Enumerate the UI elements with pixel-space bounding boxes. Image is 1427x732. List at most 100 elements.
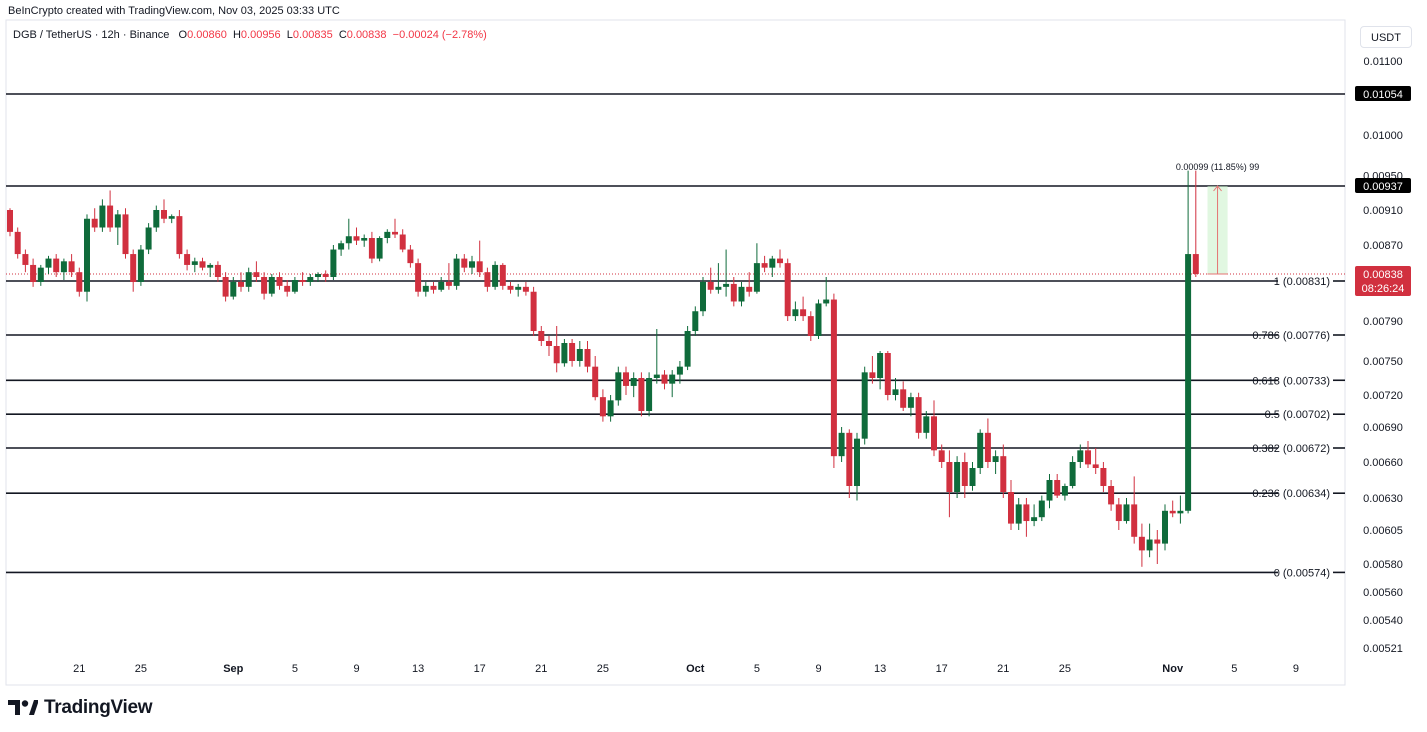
currency-button[interactable]: USDT xyxy=(1360,26,1412,48)
candle-body xyxy=(130,254,137,282)
tradingview-logo[interactable]: TradingView xyxy=(8,697,153,719)
candle-body xyxy=(291,280,298,292)
candle-body xyxy=(838,432,845,457)
candle-body xyxy=(784,263,791,317)
measure-label: 0.00099 (11.85%) 99 xyxy=(1176,162,1259,172)
candle-body xyxy=(238,281,244,287)
candle-body xyxy=(861,372,868,439)
time-tick-label: 21 xyxy=(73,663,85,675)
candle-body xyxy=(599,397,606,417)
candle-body xyxy=(522,286,529,292)
fib-level-label: 0 (0.00574) xyxy=(1274,567,1330,579)
candle-body xyxy=(769,258,776,268)
candle-body xyxy=(792,309,799,317)
candle-body xyxy=(99,205,106,228)
time-tick-label: 13 xyxy=(412,663,424,675)
candle-body xyxy=(1185,254,1192,511)
candle-body xyxy=(14,231,21,255)
candle-body xyxy=(569,343,576,361)
high-key: H xyxy=(232,29,241,41)
candle-body xyxy=(361,238,368,241)
fib-level-label: 0.236 (0.00634) xyxy=(1252,488,1330,500)
candle-body xyxy=(638,378,645,411)
candle-body xyxy=(338,243,345,250)
candle-body xyxy=(191,261,198,265)
candle-body xyxy=(546,341,552,346)
candle-body xyxy=(1138,536,1145,551)
candle-body xyxy=(114,214,121,228)
time-tick-label: 9 xyxy=(353,663,359,675)
open-key: O xyxy=(178,29,188,41)
candle-body xyxy=(1015,504,1022,524)
candle-body xyxy=(330,249,337,277)
candle-body xyxy=(253,272,260,277)
candle-body xyxy=(1000,456,1007,492)
candle-body xyxy=(1077,450,1084,462)
candle-body xyxy=(22,254,29,265)
chart-credit: BeInCrypto created with TradingView.com,… xyxy=(8,5,340,17)
candle-body xyxy=(692,311,699,331)
price-tick-label: 0.01000 xyxy=(1363,130,1403,142)
high-value: 0.00956 xyxy=(240,29,281,41)
last-price-label: 0.00838 xyxy=(1363,269,1403,281)
candle-body xyxy=(384,231,391,238)
candle-body xyxy=(453,258,460,286)
candle-body xyxy=(276,277,283,286)
fib-level-label: 0.786 (0.00776) xyxy=(1252,330,1330,342)
candle-body xyxy=(415,263,422,292)
measure-arrow-head xyxy=(1213,185,1222,192)
candle-body xyxy=(700,281,706,312)
price-tag-box xyxy=(1355,178,1411,193)
candle-body xyxy=(261,277,268,294)
price-tick-label: 0.00910 xyxy=(1363,205,1403,217)
candle-body xyxy=(561,343,568,364)
candle-body xyxy=(53,258,60,273)
candle-body xyxy=(368,238,375,259)
candle-body xyxy=(207,264,214,268)
candle-body xyxy=(892,389,899,395)
candle-body xyxy=(137,249,144,282)
price-tick-label: 0.00560 xyxy=(1363,587,1403,599)
candle-body xyxy=(76,272,83,292)
candle-body xyxy=(469,261,475,268)
time-tick-label: 5 xyxy=(754,663,760,675)
price-tick-label: 0.00790 xyxy=(1363,316,1403,328)
candle-body xyxy=(877,353,884,378)
candle-body xyxy=(830,299,837,457)
candle-body xyxy=(684,331,691,367)
time-tick-label: 21 xyxy=(997,663,1009,675)
candle-body xyxy=(7,210,13,232)
candle-body xyxy=(1046,480,1053,501)
candle-body xyxy=(1038,500,1045,518)
candle-body xyxy=(153,210,160,228)
candle-body xyxy=(992,456,999,462)
candle-body xyxy=(669,374,676,384)
candle-body xyxy=(1115,504,1122,522)
candle-body xyxy=(438,281,445,290)
candle-body xyxy=(969,468,976,486)
candle-body xyxy=(777,258,783,264)
candle-body xyxy=(730,283,737,302)
time-tick-label: 25 xyxy=(1059,663,1071,675)
candle-body xyxy=(315,274,321,277)
candle-body xyxy=(607,400,614,417)
price-tag-label: 0.01054 xyxy=(1363,89,1403,101)
candle-body xyxy=(854,438,860,486)
candle-body xyxy=(1146,539,1153,551)
fib-level-label: 0.5 (0.00702) xyxy=(1265,409,1330,421)
candle-body xyxy=(176,216,183,255)
price-tick-label: 0.00630 xyxy=(1363,493,1403,505)
candle-body xyxy=(322,274,329,277)
candle-body xyxy=(984,432,991,462)
price-tick-label: 0.00660 xyxy=(1363,457,1403,469)
candle-body xyxy=(707,281,714,290)
candle-body xyxy=(299,280,306,282)
price-tick-label: 0.01100 xyxy=(1364,56,1403,68)
candle-body xyxy=(107,205,114,228)
price-tick-label: 0.00580 xyxy=(1363,559,1403,571)
candle-body xyxy=(646,378,653,411)
candle-body xyxy=(915,397,922,433)
candle-body xyxy=(1061,486,1068,496)
candle-body xyxy=(145,227,152,250)
